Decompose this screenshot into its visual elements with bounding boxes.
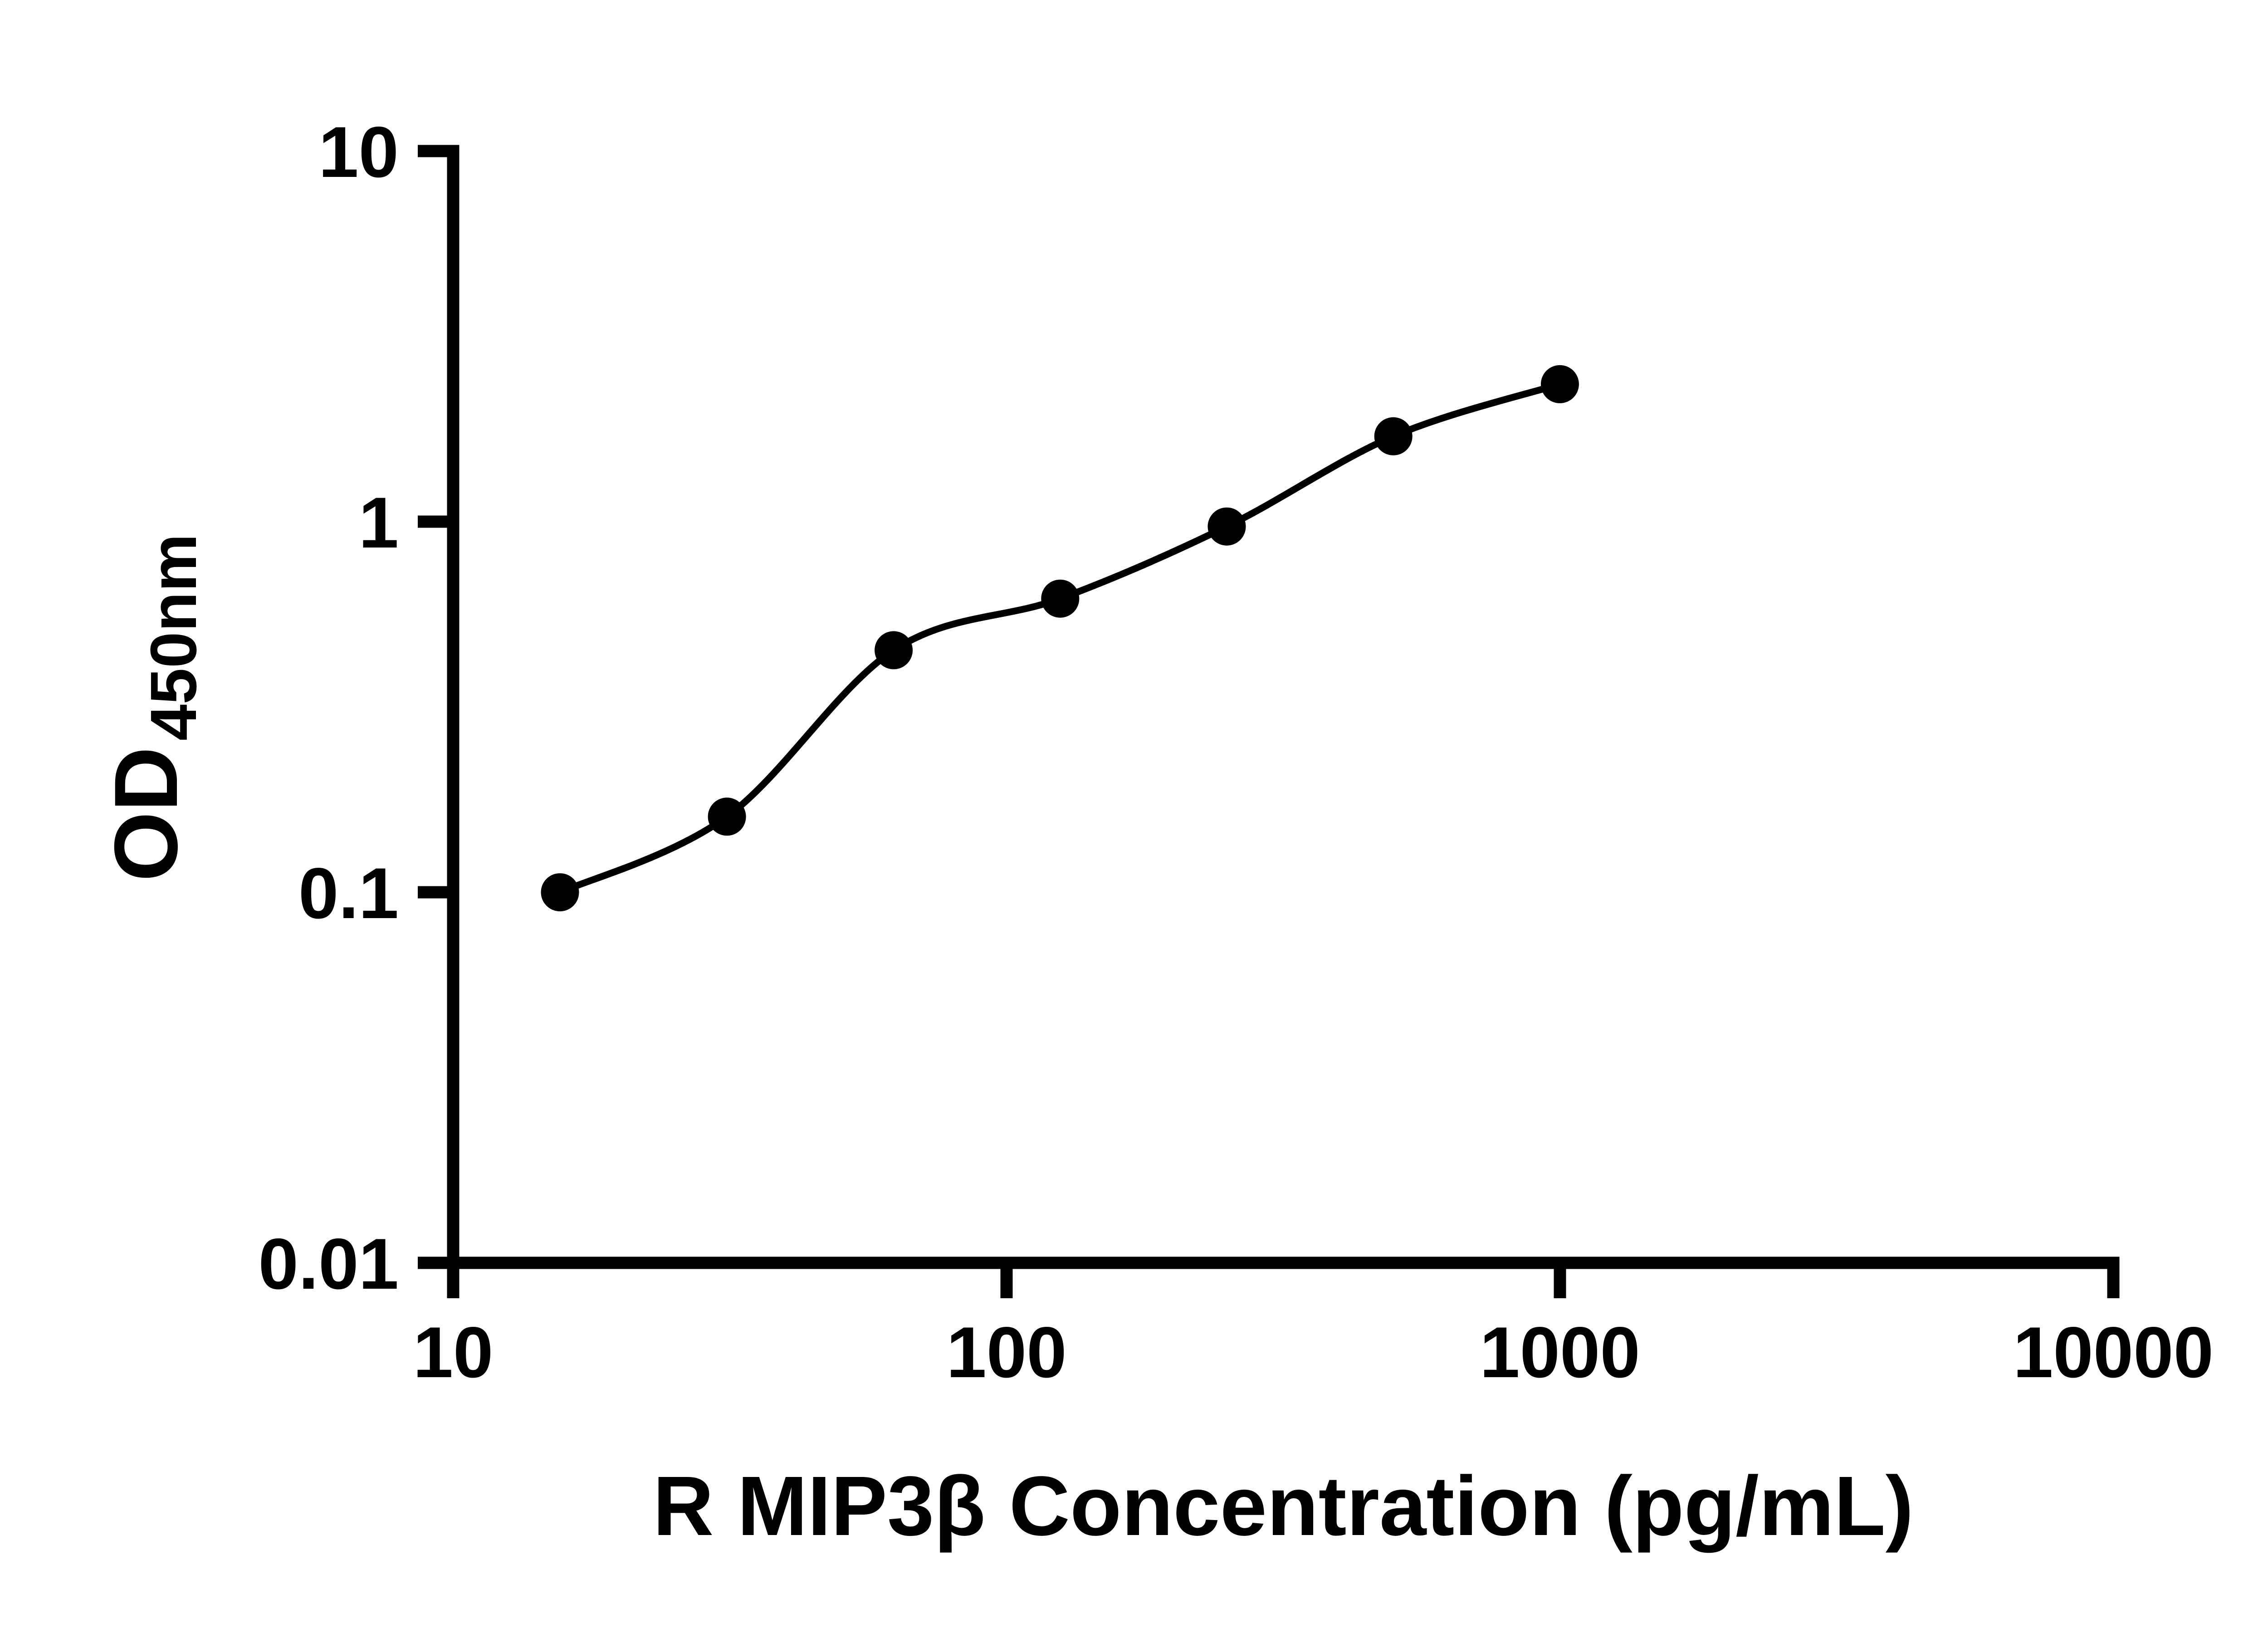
- data-point-marker: [541, 873, 579, 912]
- tick-marks: [418, 145, 2120, 1298]
- x-tick-label: 100: [946, 1312, 1066, 1393]
- y-axis-title: OD 450nm: [96, 534, 210, 882]
- data-point-marker: [1207, 507, 1246, 546]
- y-axis-title-sub: 450nm: [137, 534, 210, 741]
- data-point-marker: [1374, 417, 1413, 455]
- data-point-marker: [1041, 579, 1080, 618]
- x-axis-title: R MIP3β Concentration (pg/mL): [653, 1459, 1913, 1553]
- x-tick-label: 10: [413, 1312, 494, 1393]
- data-points: [541, 365, 1579, 912]
- data-point-marker: [1540, 365, 1579, 403]
- x-tick-label: 1000: [1480, 1312, 1640, 1393]
- y-tick-label: 10: [318, 112, 399, 192]
- tick-labels: 10 100 1000 10000 0.01 0.1 1 10: [259, 112, 2214, 1393]
- y-axis-title-main: OD: [96, 747, 196, 881]
- y-tick-label: 0.1: [298, 853, 399, 934]
- data-point-marker: [875, 631, 913, 670]
- axes: [447, 145, 2120, 1269]
- x-tick-label: 10000: [2013, 1312, 2214, 1393]
- y-tick-label: 1: [359, 482, 399, 563]
- y-tick-label: 0.01: [259, 1223, 399, 1304]
- data-point-marker: [708, 797, 746, 836]
- axis-lines: [447, 145, 2120, 1269]
